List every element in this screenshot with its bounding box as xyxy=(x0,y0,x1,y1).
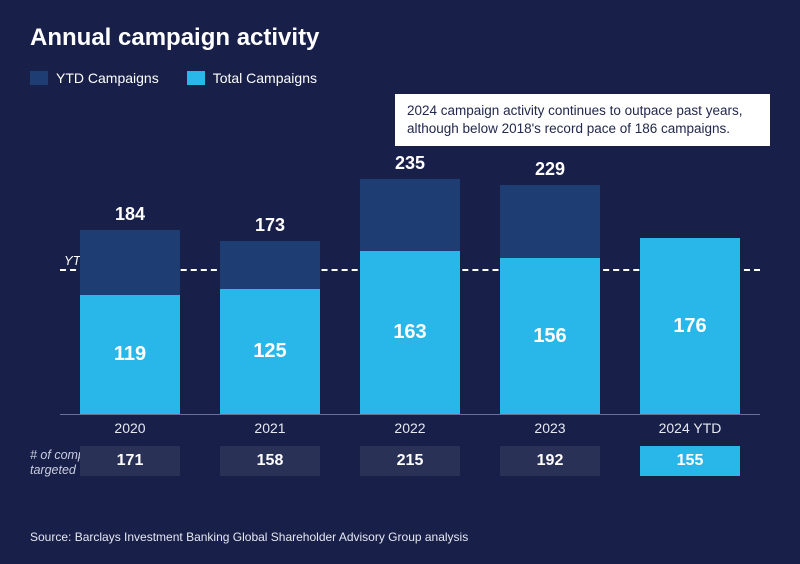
companies-targeted-value: 158 xyxy=(220,446,320,476)
bar-total-value: 173 xyxy=(220,215,320,236)
callout-box: 2024 campaign activity continues to outp… xyxy=(395,94,770,146)
legend-item-ytd: YTD Campaigns xyxy=(30,70,159,86)
bar-2021: 173125 xyxy=(220,241,320,414)
bar-total: 184119 xyxy=(80,230,180,414)
x-axis-label: 2023 xyxy=(500,420,600,436)
companies-targeted-value: 155 xyxy=(640,446,740,476)
bar-ytd: 125 xyxy=(220,289,320,414)
legend: YTD Campaigns Total Campaigns xyxy=(30,70,317,86)
bar-ytd-value: 163 xyxy=(393,321,426,344)
bar-total-value: 229 xyxy=(500,159,600,180)
bar-ytd-value: 156 xyxy=(533,325,566,348)
legend-label-total: Total Campaigns xyxy=(213,70,317,86)
bar-ytd: 176 xyxy=(640,238,740,414)
companies-row: 171 158 215 192 155 xyxy=(60,446,760,476)
bar-2022: 235163 xyxy=(360,179,460,414)
companies-targeted-value: 171 xyxy=(80,446,180,476)
bar-ytd-value: 176 xyxy=(673,315,706,338)
x-axis-label: 2022 xyxy=(360,420,460,436)
legend-label-ytd: YTD Campaigns xyxy=(56,70,159,86)
chart-title: Annual campaign activity xyxy=(30,24,319,52)
bar-ytd: 156 xyxy=(500,258,600,414)
companies-targeted-value: 192 xyxy=(500,446,600,476)
legend-item-total: Total Campaigns xyxy=(187,70,317,86)
bar-total-value: 184 xyxy=(80,204,180,225)
bar-ytd-value: 119 xyxy=(114,343,146,366)
legend-swatch-ytd xyxy=(30,71,48,85)
x-axis-label: 2021 xyxy=(220,420,320,436)
bar-ytd: 163 xyxy=(360,251,460,414)
bar-2024-YTD: 176 xyxy=(640,238,740,414)
legend-swatch-total xyxy=(187,71,205,85)
bar-ytd: 119 xyxy=(80,295,180,414)
bar-2023: 229156 xyxy=(500,185,600,414)
bars-container: 184119173125235163229156176 xyxy=(60,155,760,414)
source-text: Source: Barclays Investment Banking Glob… xyxy=(30,530,468,544)
x-axis-label: 2024 YTD xyxy=(640,420,740,436)
x-axis-label: 2020 xyxy=(80,420,180,436)
companies-targeted-value: 215 xyxy=(360,446,460,476)
x-axis: 2020 2021 2022 2023 2024 YTD xyxy=(60,420,760,436)
bar-chart: YTD Mean : 146 1841191731252351632291561… xyxy=(60,155,760,415)
bar-total: 173125 xyxy=(220,241,320,414)
bar-ytd-value: 125 xyxy=(253,340,286,363)
bar-total: 235163 xyxy=(360,179,460,414)
bar-total: 229156 xyxy=(500,185,600,414)
bar-total: 176 xyxy=(640,238,740,414)
bar-total-value: 235 xyxy=(360,153,460,174)
bar-2020: 184119 xyxy=(80,230,180,414)
